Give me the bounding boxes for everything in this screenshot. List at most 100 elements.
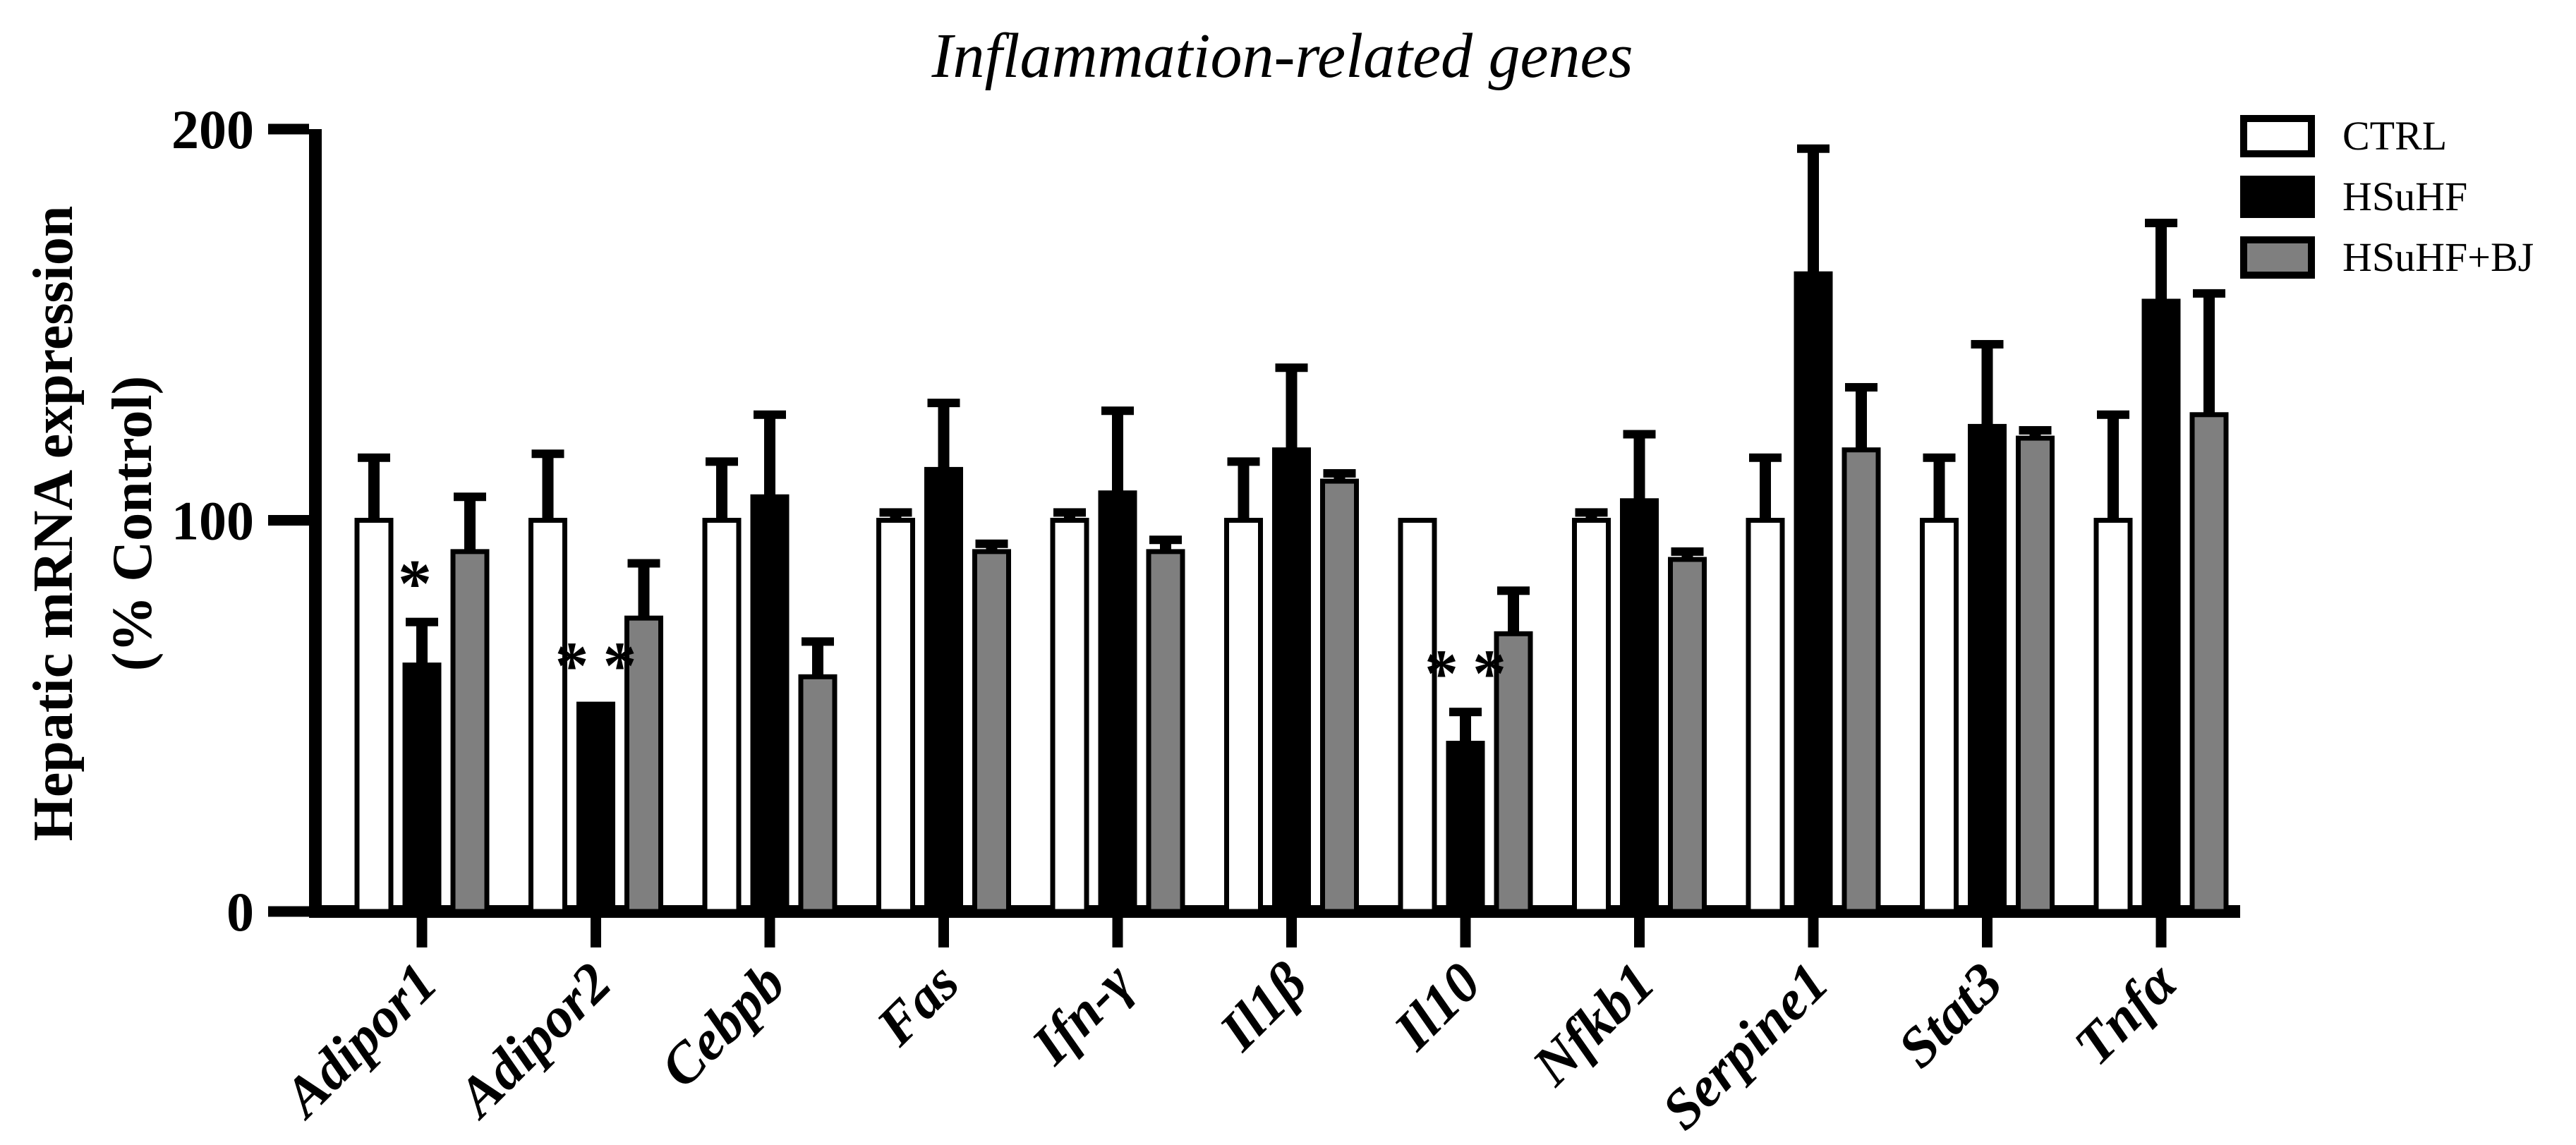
bar-hsuhf (1794, 271, 1833, 914)
x-category-label: Adipor2 (444, 952, 623, 1131)
bar-hsuhf+bj (1842, 447, 1881, 914)
error-bar-stem (1760, 457, 1771, 538)
bar-hsuhf (924, 466, 963, 914)
bar-ctrl (354, 518, 394, 914)
x-category-label: Il1β (1207, 951, 1319, 1062)
error-bar-cap (802, 637, 834, 646)
x-axis-tick (2155, 918, 2167, 947)
y-axis-tick (268, 123, 309, 135)
error-bar-cap (1845, 382, 1877, 392)
legend-label: CTRL (2342, 113, 2447, 159)
bar-hsuhf+bj (450, 549, 490, 914)
error-bar-cap (1101, 406, 1134, 416)
bar-ctrl (1572, 518, 1611, 914)
x-axis-tick (1634, 918, 1645, 947)
x-axis-tick (1460, 918, 1471, 947)
y-tick-label: 0 (226, 881, 254, 943)
x-axis-tick (1808, 918, 1819, 947)
error-bar-cap (2193, 289, 2225, 298)
significance-stars: * (398, 546, 446, 622)
significance-stars: ** (1425, 636, 1520, 711)
bar-ctrl (1050, 518, 1089, 914)
bar-hsuhf+bj (972, 549, 1011, 914)
error-bar-cap (1449, 708, 1482, 717)
bar-hsuhf (402, 662, 442, 914)
bar-hsuhf+bj (1494, 631, 1533, 914)
error-bar-stem (1633, 434, 1645, 518)
bar-hsuhf (1446, 741, 1485, 914)
bar-hsuhf+bj (1146, 549, 1185, 914)
x-category-label: Serpine1 (1650, 952, 1841, 1142)
error-bar-stem (764, 414, 775, 514)
bar-ctrl (1224, 518, 1263, 914)
error-bar-cap (927, 399, 960, 408)
bar-hsuhf+bj (1320, 478, 1359, 914)
x-axis-tick (416, 918, 428, 947)
error-bar-stem (938, 403, 950, 487)
error-bar-cap (1227, 457, 1260, 466)
error-bar-cap (1053, 508, 1086, 517)
x-category-label: Stat3 (1887, 952, 2015, 1080)
bar-ctrl (876, 518, 915, 914)
error-bar-cap (1497, 586, 1530, 595)
error-bar-cap (975, 539, 1008, 548)
x-category-label: Il10 (1381, 952, 1492, 1062)
error-bar-cap (754, 410, 786, 419)
y-axis-tick (268, 515, 309, 526)
error-bar-stem (1808, 148, 1819, 291)
x-category-label: Tnfα (2062, 950, 2189, 1077)
error-bar-stem (542, 454, 554, 538)
x-axis-tick (1286, 918, 1297, 947)
error-bar-stem (2203, 293, 2215, 432)
error-bar-cap (1149, 535, 1182, 545)
error-bar-stem (1112, 411, 1123, 510)
error-bar-stem (1981, 344, 1993, 444)
bar-hsuhf+bj (2016, 435, 2055, 914)
x-axis-tick (764, 918, 775, 947)
x-category-label: Cebpb (649, 952, 797, 1100)
bar-hsuhf (576, 701, 615, 914)
error-bar-cap (1923, 453, 1956, 462)
error-bar-cap (1575, 508, 1608, 517)
y-axis-spine (309, 129, 322, 918)
error-bar-stem (2108, 414, 2119, 538)
bar-ctrl (1398, 518, 1437, 914)
error-bar-cap (1749, 453, 1782, 462)
error-bar-cap (627, 559, 660, 568)
error-bar-cap (1623, 430, 1656, 439)
error-bar-stem (368, 457, 380, 538)
error-bar-cap (879, 508, 912, 517)
error-bar-stem (2155, 223, 2167, 318)
error-bar-stem (1286, 368, 1298, 467)
error-bar-cap (1797, 144, 1830, 153)
error-bar-cap (406, 617, 438, 626)
chart-title: Inflammation-related genes (931, 21, 1633, 91)
bar-ctrl (702, 518, 742, 914)
bar-hsuhf (1272, 447, 1311, 914)
x-axis-tick (1982, 918, 1993, 947)
error-bar-cap (1323, 468, 1356, 478)
bar-ctrl (1746, 518, 1785, 914)
bar-ctrl (528, 518, 567, 914)
bar-hsuhf (1098, 490, 1137, 914)
bar-hsuhf+bj (1668, 557, 1707, 914)
x-axis-tick (591, 918, 601, 947)
y-tick-label: 100 (171, 490, 254, 552)
x-axis-tick (1112, 918, 1123, 947)
bar-ctrl (1920, 518, 1959, 914)
error-bar-cap (531, 449, 564, 459)
x-category-label: Adipor1 (270, 952, 449, 1131)
error-bar-cap (706, 457, 738, 466)
error-bar-cap (2145, 219, 2177, 228)
bar-ctrl (2093, 518, 2133, 914)
bar-hsuhf+bj (2189, 412, 2229, 914)
bar-hsuhf (1620, 498, 1659, 914)
x-category-label: Ifn-γ (1020, 951, 1145, 1077)
error-bar-cap (358, 453, 390, 462)
x-category-label: Fas (864, 952, 971, 1058)
error-bar-cap (1671, 547, 1704, 556)
y-tick-label: 200 (171, 99, 254, 160)
bar-hsuhf+bj (624, 615, 663, 914)
error-bar-stem (1856, 387, 1867, 467)
